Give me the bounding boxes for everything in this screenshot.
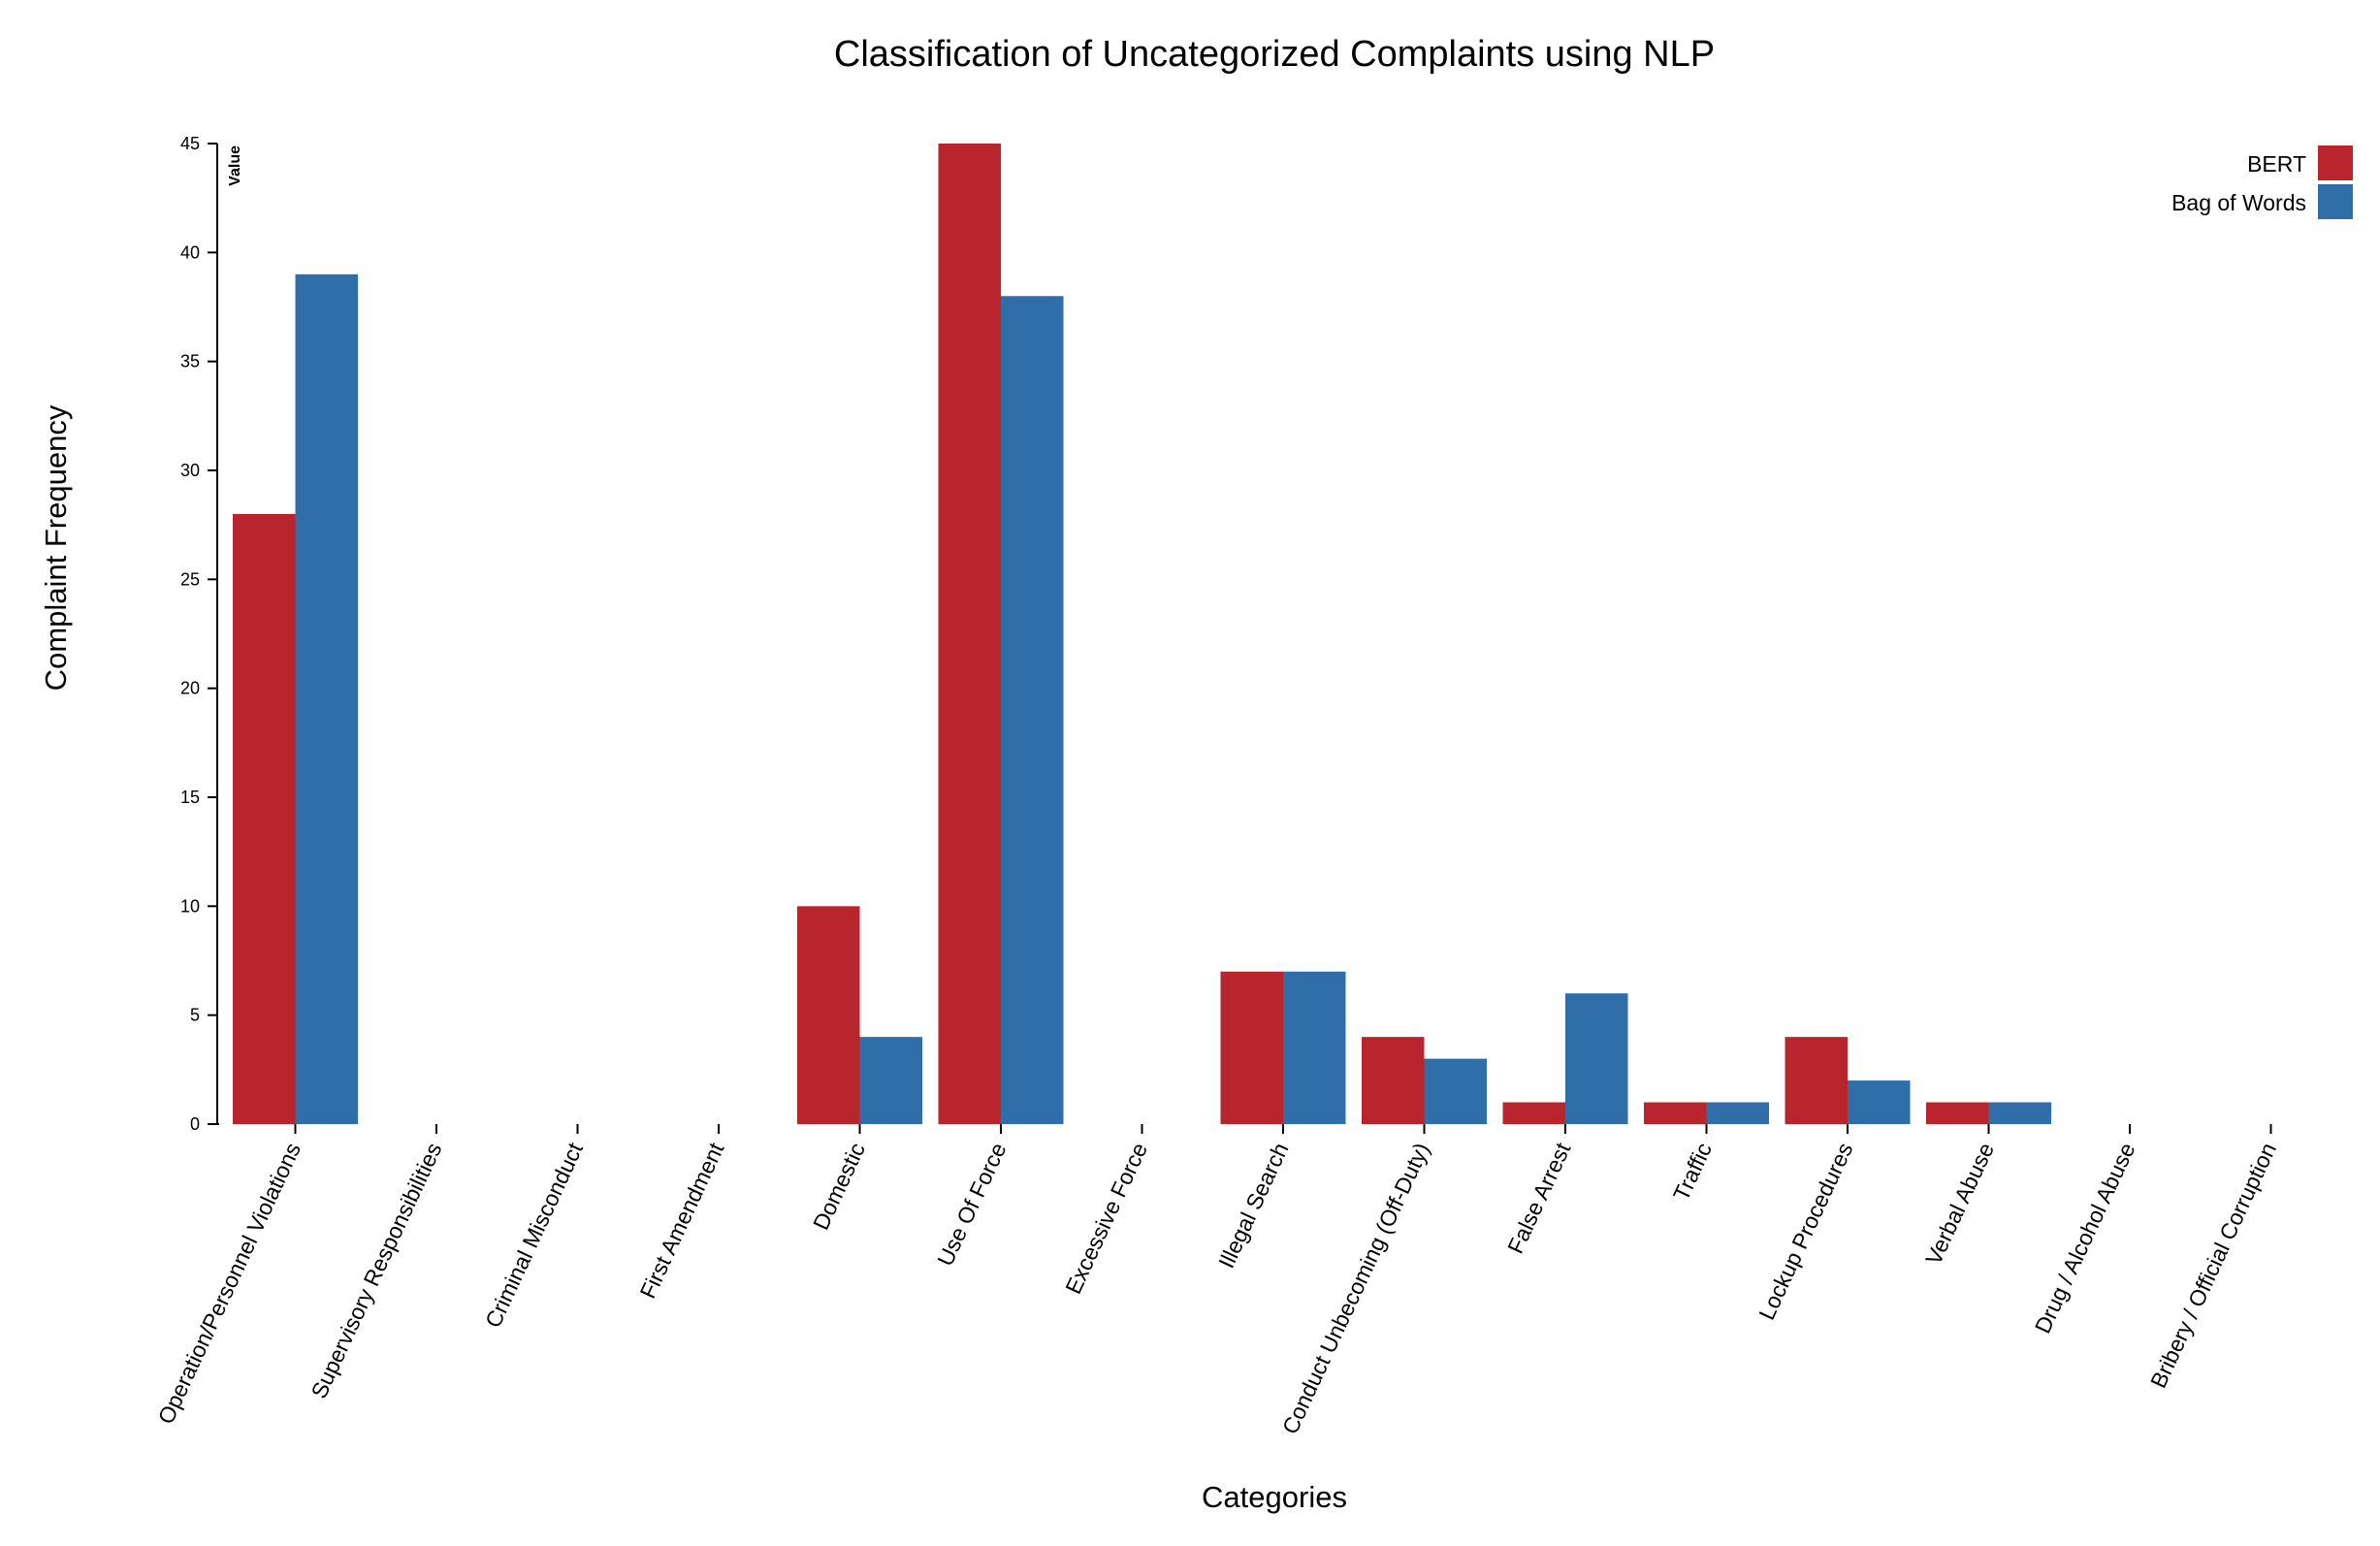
legend: BERT Bag of Words xyxy=(2171,145,2353,219)
bar-bag-of-words xyxy=(1565,993,1628,1124)
bar-bag-of-words xyxy=(295,274,358,1124)
y-tick-label: 25 xyxy=(180,569,200,589)
y-axis-title: Complaint Frequency xyxy=(39,404,73,691)
x-category-label: Operation/Personnel Violations xyxy=(153,1139,306,1428)
y-axis: 0 5 10 15 20 25 30 35 40 45 xyxy=(180,134,218,1134)
x-category-label: Conduct Unbecoming (Off-Duty) xyxy=(1277,1139,1434,1437)
legend-label-bert: BERT xyxy=(2247,151,2306,177)
bar-bag-of-words xyxy=(859,1037,922,1124)
y-tick-label: 10 xyxy=(180,896,200,916)
bar-bert xyxy=(797,906,860,1124)
y-tick-label: 45 xyxy=(180,134,200,153)
legend-label-bag-of-words: Bag of Words xyxy=(2171,190,2306,215)
x-category-label: Supervisory Responsibilities xyxy=(306,1139,446,1402)
x-category-label: Drug / Alcohol Abuse xyxy=(2030,1139,2140,1337)
x-category-label: Bribery / Official Corruption xyxy=(2145,1139,2281,1392)
y-axis-caption: Value xyxy=(227,145,243,186)
bar-bag-of-words xyxy=(1988,1102,2051,1124)
x-category-label: Traffic xyxy=(1668,1139,1717,1205)
x-category-label: Illegal Search xyxy=(1213,1139,1293,1272)
bar-bert xyxy=(233,513,296,1124)
bars xyxy=(233,144,2051,1124)
bar-bag-of-words xyxy=(1424,1058,1487,1124)
bar-bert xyxy=(1502,1102,1565,1124)
y-tick-label: 35 xyxy=(180,352,200,371)
bar-bag-of-words xyxy=(1001,296,1064,1124)
bar-bert xyxy=(1785,1037,1848,1124)
y-tick-label: 0 xyxy=(190,1114,200,1134)
legend-swatch-bert xyxy=(2318,145,2353,180)
bar-bert xyxy=(1220,971,1283,1124)
x-category-label: Use Of Force xyxy=(932,1139,1011,1270)
bar-bag-of-words xyxy=(1283,971,1346,1124)
y-tick-label: 5 xyxy=(190,1006,200,1025)
x-category-label: Lockup Procedures xyxy=(1753,1139,1857,1324)
x-axis-title: Categories xyxy=(1202,1480,1347,1514)
bar-bert xyxy=(1362,1037,1425,1124)
legend-swatch-bag-of-words xyxy=(2318,184,2353,219)
bar-bert xyxy=(1926,1102,1989,1124)
x-category-label: Domestic xyxy=(808,1139,870,1234)
x-category-label: Verbal Abuse xyxy=(1920,1139,1999,1269)
bar-bag-of-words xyxy=(1848,1080,1911,1124)
x-category-label: First Amendment xyxy=(634,1139,728,1303)
chart-title: Classification of Uncategorized Complain… xyxy=(834,34,1715,75)
x-category-label: Excessive Force xyxy=(1060,1139,1152,1298)
y-tick-label: 20 xyxy=(180,679,200,698)
x-category-label: False Arrest xyxy=(1502,1139,1576,1258)
bar-bag-of-words xyxy=(1706,1102,1769,1124)
x-category-label: Criminal Misconduct xyxy=(480,1139,588,1332)
bar-bert xyxy=(1644,1102,1707,1124)
bar-bert xyxy=(938,144,1001,1124)
y-tick-label: 40 xyxy=(180,242,200,262)
x-axis: Operation/Personnel Violations Supervisor… xyxy=(153,1123,2281,1437)
y-tick-label: 30 xyxy=(180,461,200,480)
y-tick-label: 15 xyxy=(180,788,200,807)
